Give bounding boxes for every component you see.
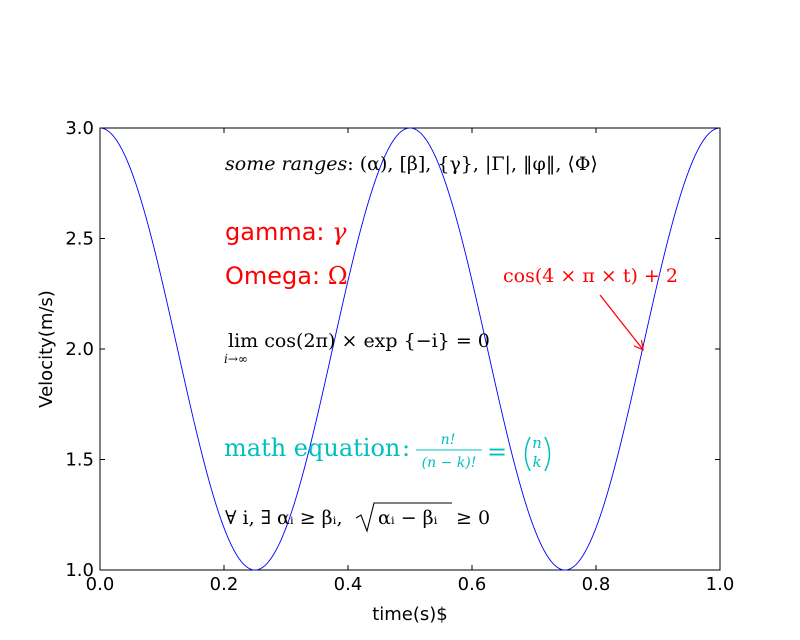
annotation-limit: lim cos(2π) × exp {−i} = 0 xyxy=(228,330,490,352)
annotation-gamma-symbol: γ xyxy=(332,218,347,246)
annotation-sqrt-body: αᵢ − βᵢ xyxy=(378,507,438,529)
binom-right-paren xyxy=(544,436,551,472)
annotation-gamma: gamma: γ xyxy=(225,218,347,246)
x-tick-label: 0.0 xyxy=(86,574,115,595)
plot-area xyxy=(99,127,721,571)
annotation-binom-eq: = xyxy=(487,438,507,466)
annotation-sqrt-tail: ≥ 0 xyxy=(456,507,490,529)
annotation-omega-prefix: Omega: xyxy=(225,262,328,290)
annotation-cos-label: cos(4 × π × t) + 2 xyxy=(503,265,678,287)
annotation-forall-text: ∀ i, ∃ αᵢ ≥ βᵢ, xyxy=(225,507,343,529)
x-axis-label: time(s)$ xyxy=(372,604,448,625)
annotation-arrow xyxy=(599,294,643,349)
sqrt-sign xyxy=(355,502,452,533)
annotation-ranges-body: : (α), [β], {γ}, |Γ|, ‖φ‖, ⟨Φ⟩ xyxy=(347,153,598,175)
annotation-omega: Omega: Ω xyxy=(225,262,348,290)
x-tick-label: 1.0 xyxy=(706,574,735,595)
y-tick-label: 1.0 xyxy=(65,560,94,581)
annotation-ranges-prefix: some ranges xyxy=(225,153,348,175)
x-tick-label: 0.4 xyxy=(334,574,363,595)
y-tick-label: 2.5 xyxy=(65,229,94,250)
annotation-ranges: some ranges: (α), [β], {γ}, |Γ|, ‖φ‖, ⟨Φ… xyxy=(225,153,598,175)
annotation-binom-k: k xyxy=(532,453,541,471)
annotation-frac-den: (n − k)! xyxy=(422,455,477,471)
annotation-frac-num: n! xyxy=(441,432,456,448)
y-axis-label: Velocity(m/s) xyxy=(36,290,57,408)
y-tick-label: 2.0 xyxy=(65,339,94,360)
binom-left-paren xyxy=(524,436,531,472)
annotation-forall: ∀ i, ∃ αᵢ ≥ βᵢ, αᵢ − βᵢ ≥ 0 xyxy=(225,502,490,533)
annotation-binom-n: n xyxy=(532,434,542,452)
y-tick-label: 3.0 xyxy=(65,118,94,139)
annotation-limit-sub: i→∞ xyxy=(224,352,248,366)
annotation-math-colon: : xyxy=(402,434,410,462)
annotation-math-equation: math equation : n! (n − k)! = n k xyxy=(224,432,551,472)
x-tick-label: 0.8 xyxy=(582,574,611,595)
x-tick-label: 0.6 xyxy=(458,574,487,595)
axis-ticks: 0.0 0.2 0.4 0.6 0.8 1.0 1.0 1.5 2.0 2.5 3.0 xyxy=(65,118,734,595)
series-line-cos xyxy=(99,127,721,571)
x-tick-label: 0.2 xyxy=(210,574,239,595)
annotation-omega-symbol: Ω xyxy=(328,262,348,290)
annotation-gamma-prefix: gamma: xyxy=(225,218,332,246)
y-tick-label: 1.5 xyxy=(65,450,94,471)
annotation-math-prefix: math equation xyxy=(224,434,400,462)
